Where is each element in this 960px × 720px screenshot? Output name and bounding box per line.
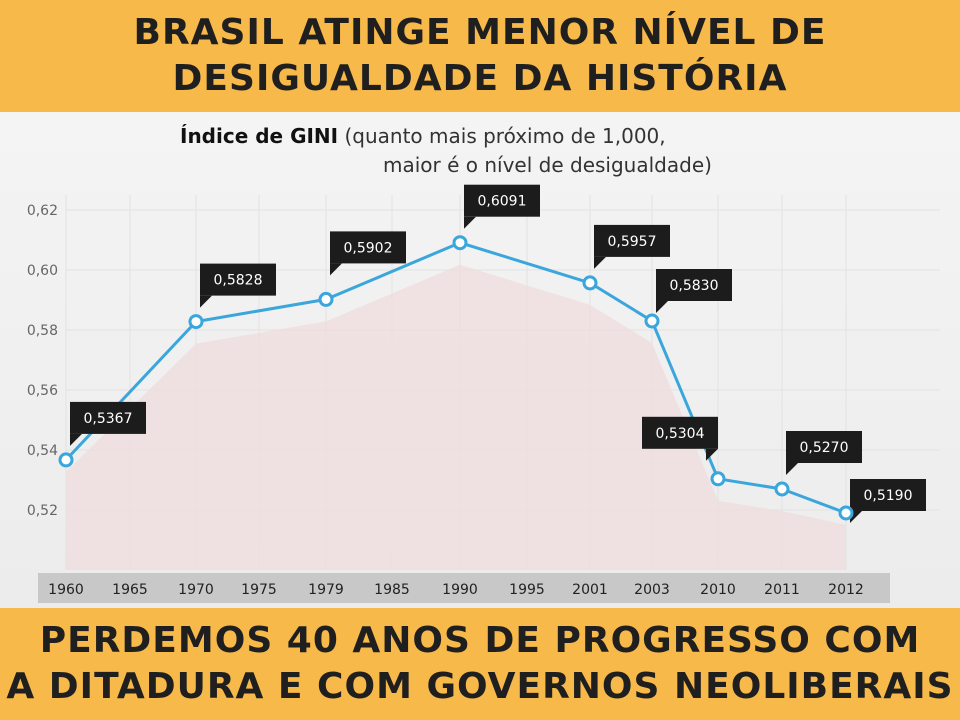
y-tick-label: 0,52 bbox=[27, 503, 58, 519]
data-label: 0,5367 bbox=[84, 411, 133, 427]
x-axis-bar bbox=[38, 573, 890, 603]
area-fill bbox=[66, 264, 846, 570]
x-tick-label: 1990 bbox=[442, 582, 478, 598]
data-label-tail bbox=[656, 301, 668, 313]
data-label-box bbox=[464, 184, 540, 217]
data-point bbox=[318, 291, 334, 307]
data-point bbox=[838, 505, 854, 521]
data-label-tail bbox=[200, 295, 212, 308]
data-label-box bbox=[200, 263, 276, 296]
data-label-tail bbox=[70, 433, 82, 446]
data-point bbox=[58, 452, 74, 468]
data-label-box bbox=[594, 224, 670, 257]
data-label-box bbox=[786, 431, 862, 463]
data-point bbox=[582, 275, 598, 291]
data-label: 0,5304 bbox=[656, 426, 705, 442]
data-point bbox=[710, 471, 726, 487]
data-label-tail bbox=[786, 463, 798, 475]
data-point bbox=[452, 235, 468, 251]
data-label: 0,5190 bbox=[864, 488, 913, 504]
header-banner: BRASIL ATINGE MENOR NÍVEL DE DESIGUALDAD… bbox=[0, 0, 960, 112]
x-tick-label: 1995 bbox=[509, 582, 545, 598]
y-tick-label: 0,62 bbox=[27, 203, 58, 219]
footer-line-2: A DITADURA E COM GOVERNOS NEOLIBERAIS bbox=[6, 666, 954, 707]
x-tick-label: 2001 bbox=[572, 582, 608, 598]
data-label-box bbox=[330, 231, 406, 264]
header-line-1: BRASIL ATINGE MENOR NÍVEL DE bbox=[133, 12, 827, 53]
data-label: 0,5957 bbox=[608, 234, 657, 250]
x-tick-label: 2012 bbox=[828, 582, 864, 598]
footer-banner: PERDEMOS 40 ANOS DE PROGRESSO COM A DITA… bbox=[0, 608, 960, 720]
data-label: 0,5902 bbox=[344, 240, 393, 256]
y-tick-label: 0,60 bbox=[27, 263, 58, 279]
y-tick-label: 0,58 bbox=[27, 323, 58, 339]
data-label: 0,6091 bbox=[478, 194, 527, 210]
data-label-tail bbox=[330, 263, 342, 276]
data-label-box bbox=[850, 479, 926, 511]
x-tick-label: 2011 bbox=[764, 582, 800, 598]
data-label-tail bbox=[706, 448, 718, 461]
data-label-box bbox=[642, 416, 718, 449]
x-tick-label: 1975 bbox=[241, 582, 277, 598]
x-tick-label: 1965 bbox=[112, 582, 148, 598]
y-tick-label: 0,54 bbox=[27, 443, 58, 459]
data-label: 0,5828 bbox=[214, 273, 263, 289]
chart-subtitle-line-2: maior é o nível de desigualdade) bbox=[383, 153, 712, 177]
chart-subtitle: Índice de GINI (quanto mais próximo de 1… bbox=[180, 122, 780, 180]
x-tick-label: 1970 bbox=[178, 582, 214, 598]
data-label: 0,5270 bbox=[800, 440, 849, 456]
x-tick-label: 2003 bbox=[634, 582, 670, 598]
x-tick-label: 1960 bbox=[48, 582, 84, 598]
data-label: 0,5830 bbox=[670, 278, 719, 294]
footer-line-1: PERDEMOS 40 ANOS DE PROGRESSO COM bbox=[39, 620, 921, 661]
data-label-tail bbox=[594, 256, 606, 269]
chart-subtitle-line-1: (quanto mais próximo de 1,000, bbox=[344, 124, 666, 148]
data-label-box bbox=[70, 401, 146, 434]
data-label-box bbox=[656, 269, 732, 301]
x-tick-label: 1985 bbox=[374, 582, 410, 598]
chart-title: Índice de GINI bbox=[180, 124, 339, 148]
data-point bbox=[774, 481, 790, 497]
x-tick-label: 2010 bbox=[700, 582, 736, 598]
header-line-2: DESIGUALDADE DA HISTÓRIA bbox=[172, 58, 788, 99]
y-tick-label: 0,56 bbox=[27, 383, 58, 399]
data-label-tail bbox=[464, 216, 476, 229]
x-tick-label: 1979 bbox=[308, 582, 344, 598]
data-point bbox=[644, 313, 660, 329]
data-point bbox=[188, 314, 204, 330]
